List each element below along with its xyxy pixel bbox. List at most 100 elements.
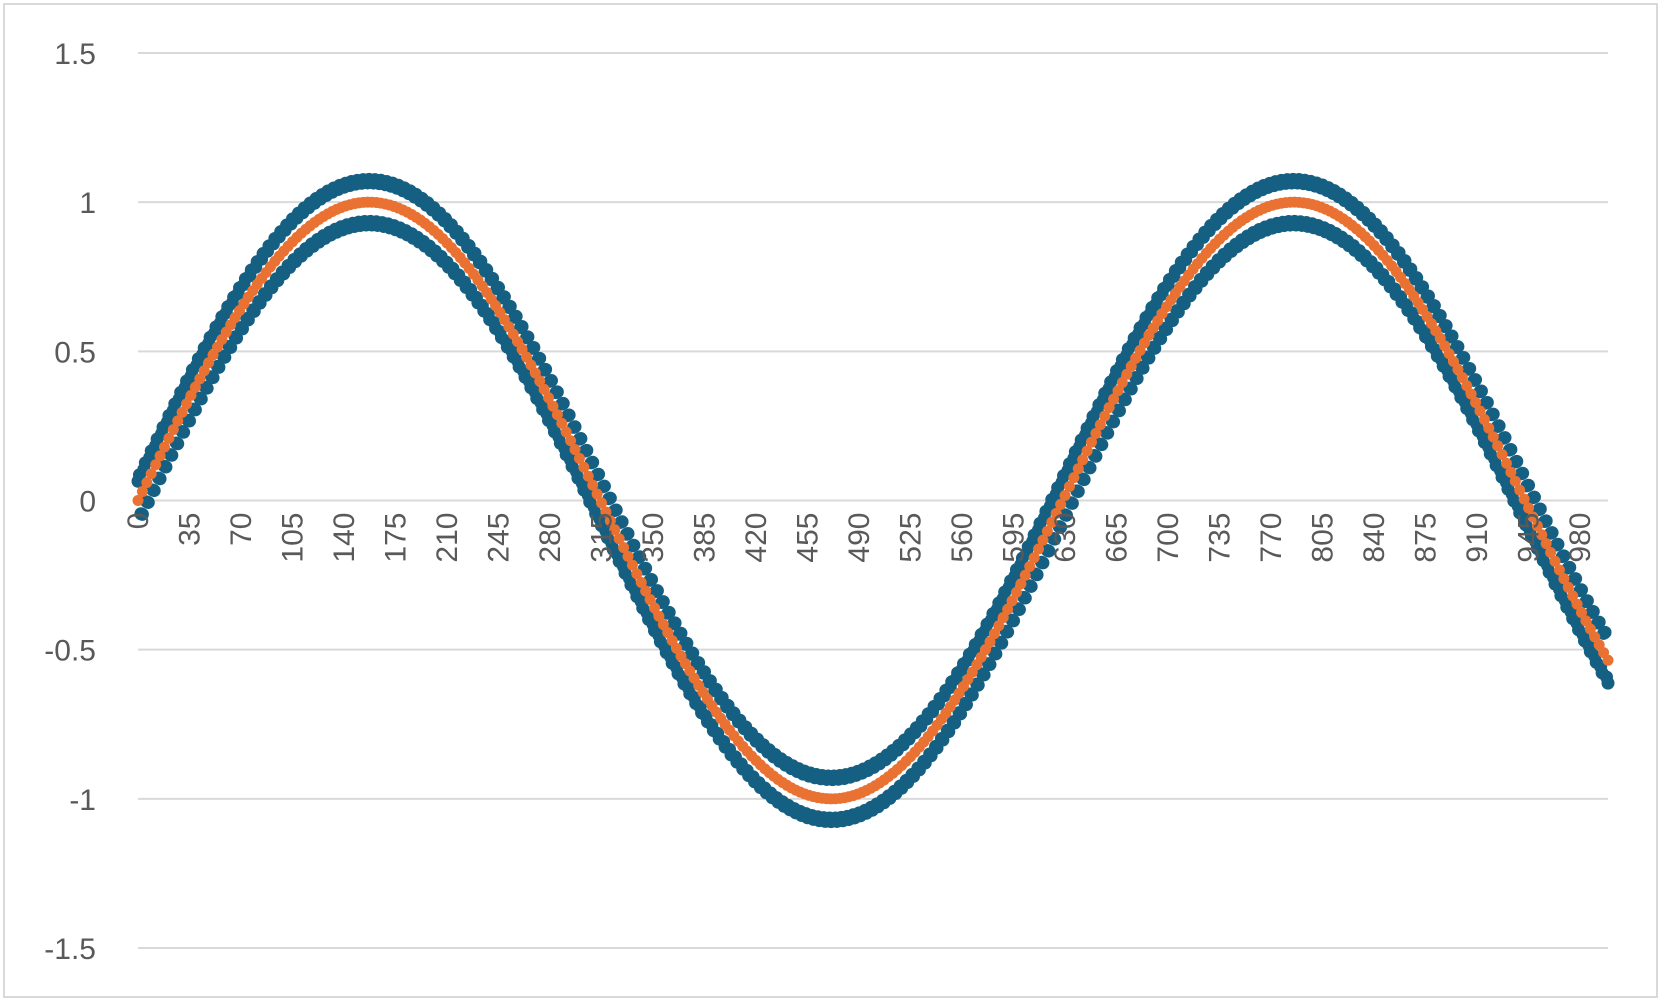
data-point	[1107, 415, 1121, 429]
data-point	[145, 468, 157, 480]
data-point	[621, 527, 635, 541]
data-point	[212, 360, 226, 374]
data-point	[159, 460, 173, 474]
data-point	[959, 698, 973, 712]
data-point	[1121, 368, 1133, 380]
data-point	[1433, 309, 1447, 322]
data-point	[1124, 382, 1138, 396]
x-tick-label: 840	[1358, 513, 1391, 563]
data-point	[198, 365, 210, 377]
data-point	[631, 568, 643, 580]
data-point	[954, 707, 968, 721]
data-point	[560, 426, 572, 438]
x-tick-label: 980	[1564, 513, 1597, 563]
data-point	[1575, 583, 1589, 597]
data-point	[497, 290, 511, 304]
data-point	[171, 437, 185, 451]
data-point	[1006, 595, 1018, 607]
data-point	[521, 330, 535, 344]
data-point	[1480, 396, 1494, 409]
data-point	[1095, 438, 1109, 452]
data-point	[1592, 615, 1606, 629]
data-point	[1498, 431, 1512, 445]
x-tick-label: 490	[843, 513, 876, 563]
data-point	[1531, 520, 1543, 532]
data-point	[1540, 538, 1552, 550]
data-point	[1036, 556, 1050, 570]
y-tick-label: -1.5	[44, 933, 96, 966]
x-tick-label: 630	[1049, 513, 1082, 563]
data-point	[1019, 569, 1031, 581]
data-point	[556, 417, 568, 429]
data-point	[1496, 449, 1508, 461]
data-point	[633, 550, 647, 564]
data-point	[550, 385, 564, 399]
data-point	[1518, 493, 1530, 505]
data-point	[1569, 572, 1583, 586]
data-point	[1492, 419, 1506, 433]
data-point	[1580, 615, 1592, 627]
data-point	[1068, 472, 1080, 484]
x-tick-label: 385	[689, 513, 722, 563]
data-point	[1527, 511, 1539, 523]
data-point	[1012, 603, 1026, 617]
data-point	[1072, 463, 1084, 475]
data-point	[1048, 532, 1062, 546]
data-point	[1130, 372, 1144, 386]
data-point	[154, 450, 166, 462]
data-point	[1545, 547, 1557, 559]
data-point	[573, 452, 585, 464]
data-point	[547, 400, 559, 412]
data-point	[1055, 498, 1067, 510]
data-point	[609, 524, 621, 536]
y-tick-label: -1	[69, 784, 96, 817]
data-point	[492, 280, 506, 294]
data-point	[1563, 560, 1577, 574]
data-point	[692, 656, 706, 670]
data-point	[627, 538, 641, 552]
series-sine	[132, 196, 1614, 805]
data-point	[1030, 568, 1044, 582]
data-point	[609, 503, 623, 517]
data-point	[1516, 466, 1530, 480]
data-point	[1007, 614, 1021, 628]
data-point	[1065, 496, 1079, 510]
data-point	[1557, 549, 1571, 563]
data-point	[1015, 578, 1027, 590]
data-point	[983, 658, 997, 672]
data-point	[515, 319, 529, 333]
y-tick-label: 1.5	[54, 38, 96, 71]
data-point	[1474, 384, 1488, 398]
x-tick-label: 70	[225, 513, 258, 546]
data-point	[1492, 440, 1504, 452]
data-point	[1445, 329, 1459, 343]
data-point	[188, 403, 202, 417]
data-point	[1571, 598, 1583, 610]
data-point	[562, 408, 576, 422]
data-point	[1461, 380, 1473, 392]
data-point	[1010, 586, 1022, 598]
data-point	[527, 340, 541, 354]
data-point	[1522, 478, 1536, 492]
data-point	[224, 341, 238, 355]
data-point	[1063, 481, 1075, 493]
data-point	[503, 299, 517, 313]
data-point	[189, 381, 201, 393]
data-point	[1148, 341, 1162, 355]
data-point	[995, 636, 1009, 650]
data-point	[1090, 427, 1102, 439]
data-point	[1077, 473, 1091, 487]
data-point	[206, 371, 220, 385]
x-tick-label: 595	[998, 513, 1031, 563]
data-point	[525, 359, 537, 371]
data-point	[582, 470, 594, 482]
data-point	[668, 616, 682, 630]
x-tick-label: 455	[792, 513, 825, 563]
data-point	[1112, 404, 1126, 418]
data-point	[656, 595, 670, 609]
data-point	[1500, 457, 1512, 469]
data-point	[1478, 414, 1490, 426]
data-point	[509, 309, 523, 323]
data-point	[136, 486, 148, 498]
x-tick-label: 140	[328, 513, 361, 563]
